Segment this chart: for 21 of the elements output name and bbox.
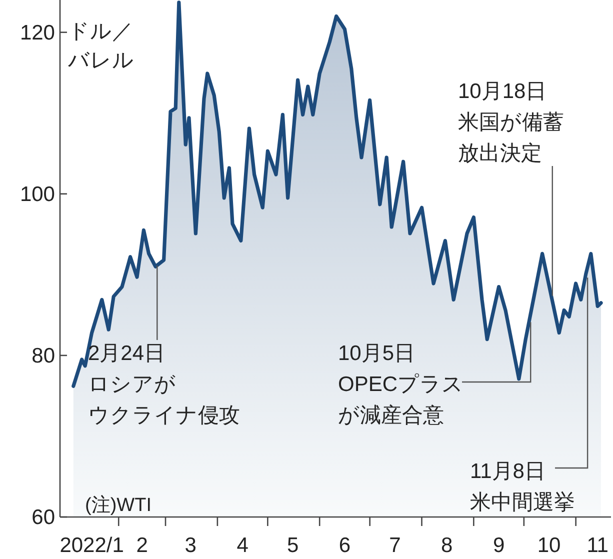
x-tick-label: 4 <box>236 534 249 557</box>
x-tick-label: 8 <box>441 534 453 557</box>
annotation: 10月5日OPECプラスが減産合意 <box>338 342 464 427</box>
y-axis-title: ドル／バレル <box>67 20 134 72</box>
x-tick-label: 10 <box>537 534 561 557</box>
y-tick-label: 100 <box>20 182 55 206</box>
y-tick-label: 60 <box>32 506 55 529</box>
annotation: (注)WTI <box>85 494 152 516</box>
x-tick-label: 11 <box>586 534 609 557</box>
y-tick-label: 80 <box>32 344 55 368</box>
y-tick-label: 120 <box>20 21 55 44</box>
x-tick-label: 2 <box>136 534 148 557</box>
x-tick-label: 5 <box>286 534 299 557</box>
x-tick-label: 9 <box>492 534 505 557</box>
x-tick-label: 6 <box>338 534 351 557</box>
annotation: 2月24日ロシアがウクライナ侵攻 <box>88 342 240 427</box>
x-tick-label: 7 <box>389 534 401 557</box>
x-tick-label: 2022/1 <box>60 534 124 557</box>
annotation: 10月18日米国が備蓄放出決定 <box>458 80 564 165</box>
x-tick-label: 3 <box>184 534 196 557</box>
annotation: 11月8日米中間選挙 <box>470 460 575 514</box>
